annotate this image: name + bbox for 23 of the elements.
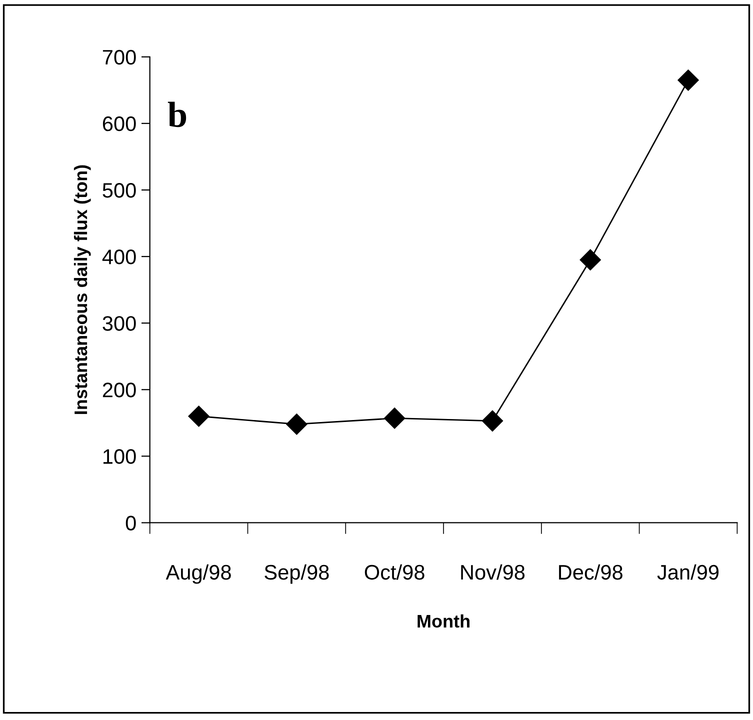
- y-tick-label: 600: [102, 116, 136, 132]
- point: [384, 408, 406, 429]
- y-tick-label: 500: [102, 182, 136, 198]
- x-tick-label: Dec/98: [559, 564, 622, 580]
- annotation: b: [168, 102, 186, 128]
- y-axis-title: Instantaneous daily flux (ton): [74, 165, 91, 414]
- y-tick-label: 100: [103, 449, 136, 464]
- x-tick-label: Aug/98: [166, 564, 231, 584]
- point: [286, 414, 308, 435]
- x-tick-label: Nov/98: [461, 564, 525, 580]
- x-tick-label: Sep/98: [264, 564, 329, 584]
- x-tick-label: Oct/98: [364, 564, 424, 580]
- y-tick-label: 400: [102, 250, 136, 264]
- point: [188, 406, 210, 427]
- point: [678, 70, 699, 91]
- y-tick-label: 200: [102, 382, 136, 398]
- point: [482, 410, 503, 432]
- x-tick-label: Jan/99: [657, 564, 719, 580]
- x-axis-title: Month: [418, 614, 470, 628]
- point: [580, 249, 601, 270]
- y-tick-label: 700: [102, 50, 136, 65]
- y-tick-label: 0: [126, 516, 136, 530]
- y-tick-label: 300: [102, 316, 136, 331]
